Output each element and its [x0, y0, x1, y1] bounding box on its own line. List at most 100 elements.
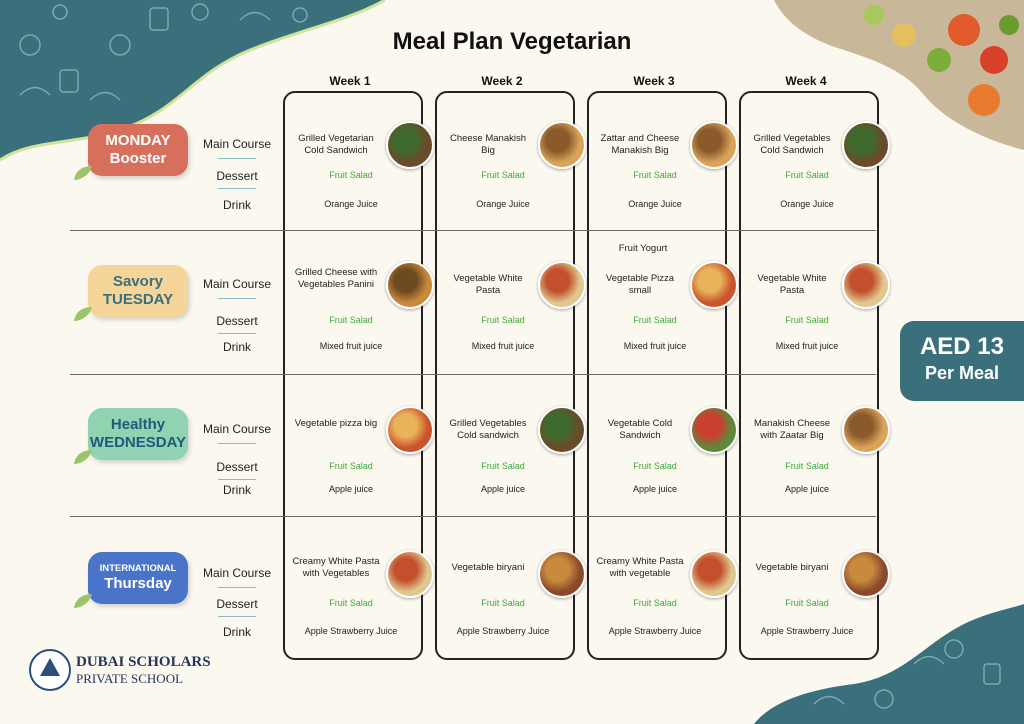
week-2-header: Week 2 [481, 74, 523, 88]
dessert-item: Fruit Salad [329, 598, 373, 608]
dessert-label: Dessert [216, 169, 258, 183]
week-3-column [587, 91, 727, 660]
dessert-item: Fruit Salad [785, 461, 829, 471]
manakish-photo [842, 406, 890, 454]
leaf-icon [74, 307, 92, 321]
main-course-item: Cheese Manakish Big [449, 133, 527, 156]
week-3-header: Week 3 [633, 74, 675, 88]
label-underline [218, 333, 256, 334]
sandwich-photo [538, 406, 586, 454]
main-course-item: Grilled Vegetables Cold Sandwich [753, 133, 831, 156]
dessert-item: Fruit Salad [785, 598, 829, 608]
drink-item: Mixed fruit juice [775, 341, 839, 351]
main-course-item: Vegetable biryani [755, 562, 829, 573]
dessert-label: Dessert [216, 460, 258, 474]
price-amount: AED 13 [919, 333, 1005, 360]
week-2-column [435, 91, 575, 660]
main-course-label: Main Course [202, 277, 272, 291]
day-badge-3: INTERNATIONAL Thursday [88, 552, 188, 604]
school-subtitle: PRIVATE SCHOOL [76, 671, 184, 686]
main-course-item: Vegetable Cold Sandwich [607, 418, 673, 441]
drink-item: Orange Juice [780, 199, 834, 209]
pasta-photo [386, 550, 434, 598]
dessert-item: Fruit Salad [633, 170, 677, 180]
school-crest-icon [29, 649, 71, 691]
drink-label: Drink [222, 340, 251, 354]
drink-label: Drink [222, 198, 251, 212]
label-underline [218, 587, 256, 588]
panini-photo [386, 261, 434, 309]
day-badge-line2: Thursday [104, 574, 172, 592]
drink-label: Drink [222, 625, 251, 639]
main-course-item: Grilled Cheese with Vegetables Panini [294, 267, 378, 290]
day-badge-line2: TUESDAY [102, 290, 174, 308]
corner-pattern-top-left [0, 0, 386, 162]
day-badge-line1: INTERNATIONAL [99, 563, 177, 574]
pizza-photo [386, 406, 434, 454]
dessert-item: Fruit Salad [481, 598, 525, 608]
leaf-icon [74, 450, 92, 464]
pizza-photo [690, 261, 738, 309]
leaf-icon [74, 166, 92, 180]
row-divider [70, 516, 876, 517]
manakish-photo [690, 121, 738, 169]
row-divider [70, 230, 876, 231]
vegetable-basket-photo [774, 0, 1024, 150]
main-course-item: Vegetable White Pasta [453, 273, 523, 296]
day-badge-line1: MONDAY [105, 132, 171, 149]
main-course-item: Grilled Vegetarian Cold Sandwich [298, 133, 374, 156]
price-tag: AED 13 Per Meal [900, 321, 1024, 401]
dessert-item: Fruit Salad [481, 461, 525, 471]
day-badge-2: Healthy WEDNESDAY [88, 408, 188, 460]
price-unit: Per Meal [924, 363, 1000, 383]
dessert-item: Fruit Salad [329, 170, 373, 180]
main-course-item: Vegetable biryani [451, 562, 525, 573]
dessert-item: Fruit Salad [329, 315, 373, 325]
drink-item: Apple juice [784, 484, 830, 494]
biryani-photo [842, 550, 890, 598]
drink-label: Drink [222, 483, 251, 497]
drink-item: Apple Strawberry Juice [456, 626, 550, 636]
day-badge-line1: Savory [112, 273, 164, 290]
main-course-item: Vegetable White Pasta [757, 273, 827, 296]
drink-item: Apple Strawberry Juice [608, 626, 702, 636]
dessert-item: Fruit Salad [633, 598, 677, 608]
corner-pattern-bottom-right [754, 604, 1024, 724]
label-underline [218, 158, 256, 159]
day-badge-line2: Booster [109, 149, 167, 167]
dessert-label: Dessert [216, 597, 258, 611]
week-1-column [283, 91, 423, 660]
drink-item: Mixed fruit juice [471, 341, 535, 351]
drink-item: Apple juice [632, 484, 678, 494]
row-divider [70, 374, 876, 375]
dessert-item: Fruit Salad [329, 461, 373, 471]
day-badge-line1: Healthy [110, 416, 166, 433]
drink-item: Orange Juice [628, 199, 682, 209]
sandwich-photo [842, 121, 890, 169]
drink-item: Apple Strawberry Juice [304, 626, 398, 636]
drink-item: Orange Juice [324, 199, 378, 209]
label-underline [218, 479, 256, 480]
dessert-item: Fruit Salad [481, 170, 525, 180]
label-underline [218, 443, 256, 444]
pasta-photo [538, 261, 586, 309]
drink-item: Apple juice [480, 484, 526, 494]
drink-item: Mixed fruit juice [623, 341, 687, 351]
drink-item: Apple juice [328, 484, 374, 494]
main-course-label: Main Course [202, 422, 272, 436]
dessert-label: Dessert [216, 314, 258, 328]
label-underline [218, 298, 256, 299]
main-course-label: Main Course [202, 566, 272, 580]
dessert-item: Fruit Salad [633, 461, 677, 471]
pasta-photo [842, 261, 890, 309]
drink-item: Apple Strawberry Juice [760, 626, 854, 636]
week-4-column [739, 91, 879, 660]
dessert-item: Fruit Salad [785, 315, 829, 325]
day-badge-0: MONDAY Booster [88, 124, 188, 176]
main-course-item: Vegetable Pizza small [605, 273, 675, 296]
extra-item: Fruit Yogurt [618, 243, 668, 254]
main-course-item: Creamy White Pasta with vegetable [596, 556, 684, 579]
dessert-item: Fruit Salad [481, 315, 525, 325]
main-course-item: Creamy White Pasta with Vegetables [292, 556, 380, 579]
pasta-photo [690, 550, 738, 598]
